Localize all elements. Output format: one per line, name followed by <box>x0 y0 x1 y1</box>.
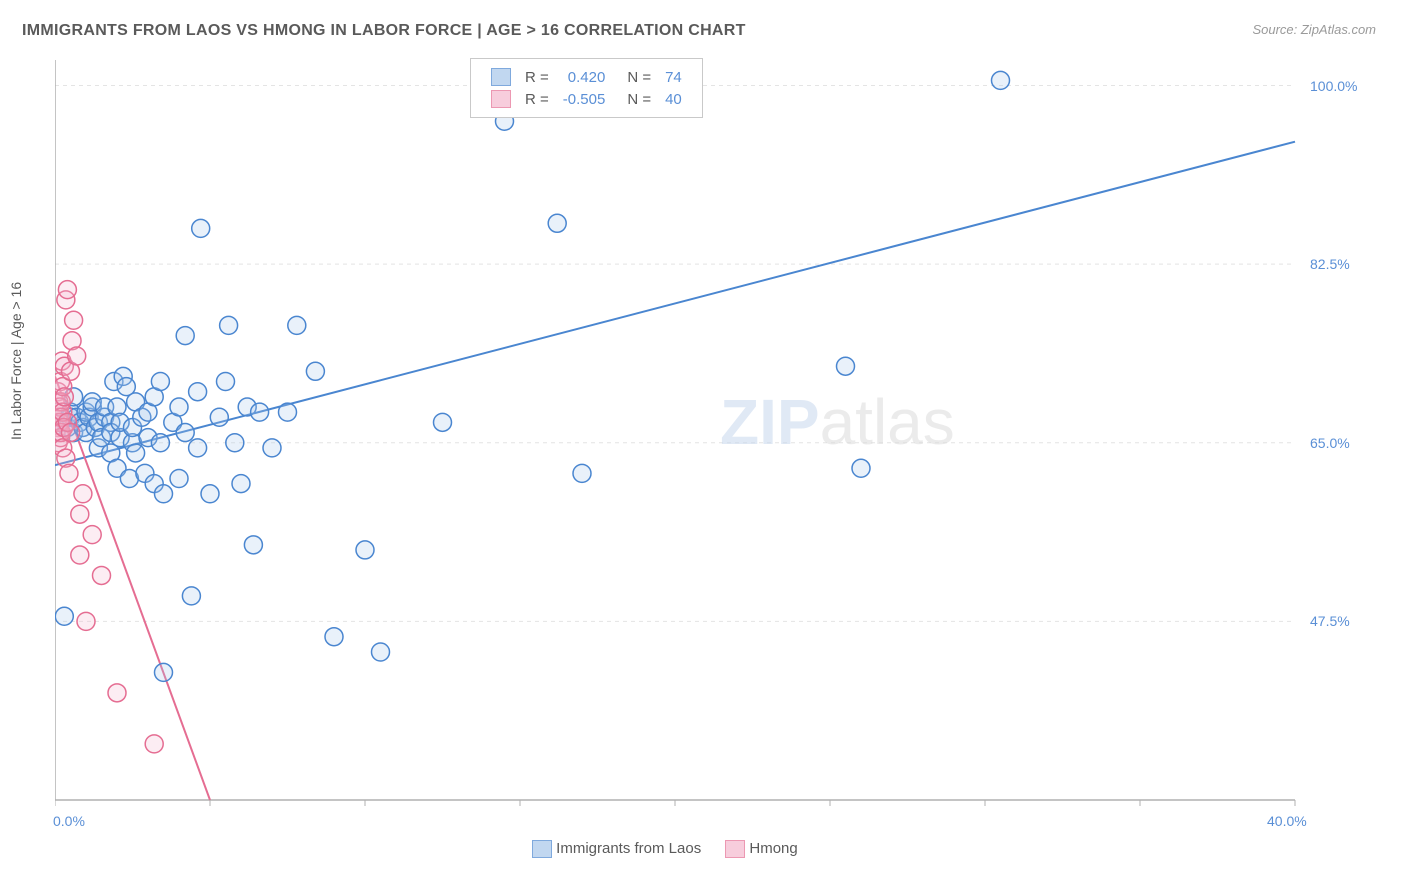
x-tick-label: 40.0% <box>1267 813 1307 829</box>
legend-item: Immigrants from Laos <box>532 840 701 858</box>
scatter-plot <box>55 55 1365 830</box>
x-tick-label: 0.0% <box>53 813 85 829</box>
y-tick-label: 47.5% <box>1310 613 1350 629</box>
correlation-legend: R =0.420N =74R =-0.505N =40 <box>470 58 703 118</box>
chart-title: IMMIGRANTS FROM LAOS VS HMONG IN LABOR F… <box>22 22 746 40</box>
series-legend: Immigrants from Laos Hmong <box>520 840 810 858</box>
y-axis-label: In Labor Force | Age > 16 <box>8 282 24 440</box>
legend-item: Hmong <box>725 840 798 858</box>
y-tick-label: 82.5% <box>1310 256 1350 272</box>
chart-container: IMMIGRANTS FROM LAOS VS HMONG IN LABOR F… <box>0 0 1406 892</box>
y-tick-label: 65.0% <box>1310 435 1350 451</box>
source-credit: Source: ZipAtlas.com <box>1252 22 1376 37</box>
y-tick-label: 100.0% <box>1310 78 1357 94</box>
